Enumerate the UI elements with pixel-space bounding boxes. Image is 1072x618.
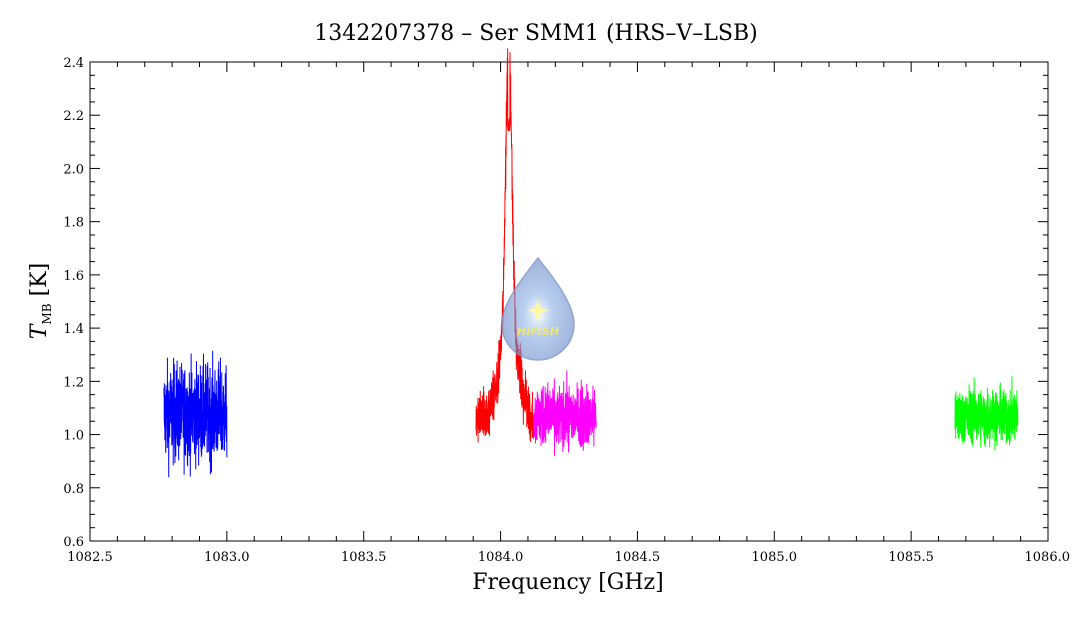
y-axis-label-unit: [K]	[27, 263, 52, 304]
spectrum-series-1	[163, 350, 228, 478]
chart-title: 1342207378 – Ser SMM1 (HRS–V–LSB)	[314, 21, 757, 46]
y-tick-labels: 0.6 0.8 1.0 1.2 1.4 1.6 1.8 2.0 2.2 2.4	[63, 56, 84, 550]
y-tick-label: 1.6	[63, 269, 84, 284]
axis-ticks	[89, 61, 1049, 542]
y-axis-label-sub: MB	[40, 303, 54, 324]
x-tick-label: 1084.0	[478, 550, 524, 565]
x-tick-label: 1085.5	[888, 550, 934, 565]
y-tick-label: 2.0	[63, 162, 84, 177]
svg-text:TMB [K]: TMB [K]	[27, 263, 54, 339]
hifi-logo: HIFISH	[501, 256, 575, 361]
star-icon	[527, 300, 549, 321]
x-tick-label: 1084.5	[615, 550, 661, 565]
y-tick-label: 0.8	[63, 482, 84, 497]
x-tick-label: 1083.0	[204, 550, 250, 565]
x-tick-label: 1086.0	[1025, 550, 1071, 565]
y-tick-label: 1.8	[63, 216, 84, 231]
x-tick-label: 1085.0	[752, 550, 798, 565]
plot-frame	[89, 61, 1049, 542]
spectrum-series-2	[475, 48, 534, 443]
y-axis-label: TMB [K]	[27, 263, 54, 339]
y-tick-label: 1.0	[63, 429, 84, 444]
spectrum-traces	[163, 48, 1019, 478]
y-tick-label: 2.2	[63, 109, 84, 124]
y-axis-label-main: T	[27, 322, 52, 339]
x-axis-label: Frequency [GHz]	[472, 570, 664, 595]
y-tick-label: 1.2	[63, 375, 84, 390]
spectrum-series-3	[532, 370, 597, 457]
logo-text: HIFISH	[517, 325, 559, 338]
y-tick-label: 0.6	[63, 535, 84, 550]
x-tick-labels: 1082.5 1083.0 1083.5 1084.0 1084.5 1085.0 1085…	[67, 550, 1070, 565]
x-tick-label: 1083.5	[341, 550, 387, 565]
y-tick-label: 1.4	[63, 322, 84, 337]
x-tick-label: 1082.5	[67, 550, 113, 565]
y-tick-label: 2.4	[63, 56, 84, 71]
spectrum-series-4	[954, 376, 1019, 451]
